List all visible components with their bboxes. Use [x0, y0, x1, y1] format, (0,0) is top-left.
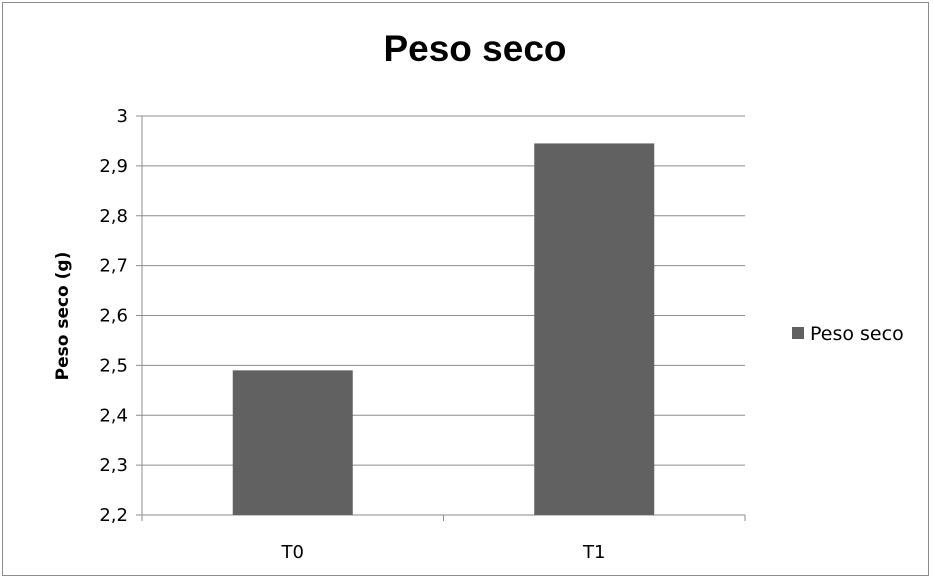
y-tick-label: 2,8 [99, 206, 128, 227]
y-tick-label: 2,2 [99, 505, 128, 526]
legend: Peso seco [792, 323, 904, 345]
y-tick-labels: 2,2 2,3 2,4 2,5 2,6 2,7 2,8 2,9 3 [99, 106, 128, 526]
x-tick-labels: T0 T1 [281, 542, 606, 563]
legend-label: Peso seco [810, 323, 904, 345]
bar-t1 [534, 143, 655, 515]
bar-t0 [232, 370, 353, 515]
bars [232, 143, 655, 515]
y-tick-label: 2,5 [99, 355, 128, 376]
y-axis-title: Peso seco (g) [53, 252, 73, 381]
chart-title: Peso seco [383, 28, 567, 69]
legend-swatch [792, 327, 804, 339]
y-tick-label: 2,7 [99, 256, 128, 277]
y-tick-label: 2,3 [99, 455, 128, 476]
y-tick-label: 2,9 [99, 156, 128, 177]
x-tick-label: T1 [582, 542, 605, 563]
y-tick-label: 2,4 [99, 405, 128, 426]
y-tick-label: 3 [117, 106, 128, 127]
x-tick-label: T0 [281, 542, 304, 563]
y-tick-label: 2,6 [99, 306, 128, 327]
